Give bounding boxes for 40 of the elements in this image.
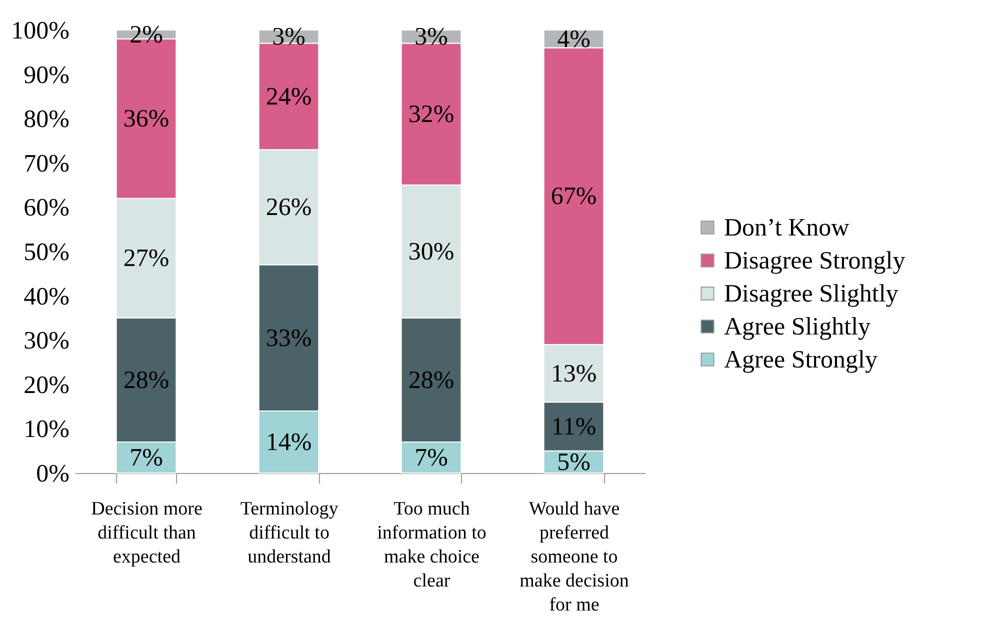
- legend-label: Disagree Strongly: [724, 248, 906, 274]
- y-tick-label: 60%: [24, 194, 70, 222]
- data-label: 2%: [130, 21, 163, 48]
- data-label: 27%: [123, 245, 170, 272]
- y-tick-label: 0%: [36, 460, 70, 488]
- y-tick-label: 10%: [24, 416, 70, 444]
- legend-label: Disagree Slightly: [724, 280, 899, 308]
- x-tick-label: Would have preferred someone to make decision for me: [520, 498, 630, 616]
- legend-label: Agree Strongly: [724, 346, 878, 374]
- y-tick-label: 20%: [24, 372, 70, 399]
- data-label: 33%: [266, 324, 312, 352]
- x-tick-label: Decision more difficult than expected: [91, 498, 202, 568]
- data-label: 67%: [550, 183, 597, 210]
- data-label: 26%: [266, 194, 312, 222]
- data-label: 32%: [408, 101, 454, 128]
- data-label: 24%: [266, 83, 312, 110]
- data-label: 3%: [414, 24, 448, 51]
- data-label: 13%: [550, 360, 597, 388]
- data-label: 30%: [408, 238, 454, 266]
- data-label: 28%: [408, 366, 454, 394]
- data-label: 4%: [557, 26, 590, 53]
- y-tick-label: 30%: [24, 328, 70, 355]
- data-label: 7%: [414, 444, 448, 472]
- data-label: 28%: [123, 366, 170, 394]
- y-tick-label: 50%: [24, 239, 70, 266]
- x-tick-label: Too much information to make choice clear: [377, 498, 486, 592]
- x-tick-label: Terminology difficult to understand: [240, 498, 339, 568]
- y-tick-label: 100%: [11, 18, 70, 44]
- y-tick-label: 90%: [24, 62, 70, 89]
- y-tick-label: 70%: [24, 150, 70, 178]
- y-tick-label: 80%: [24, 106, 70, 134]
- y-tick-label: 40%: [24, 283, 70, 310]
- legend-label: Don’t Know: [724, 214, 850, 242]
- data-label: 5%: [557, 448, 590, 476]
- data-label: 11%: [551, 413, 596, 440]
- legend-label: Agree Slightly: [724, 314, 872, 340]
- data-label: 36%: [123, 106, 170, 133]
- data-label: 3%: [272, 24, 306, 51]
- data-label: 14%: [266, 428, 312, 456]
- data-label: 7%: [130, 444, 163, 472]
